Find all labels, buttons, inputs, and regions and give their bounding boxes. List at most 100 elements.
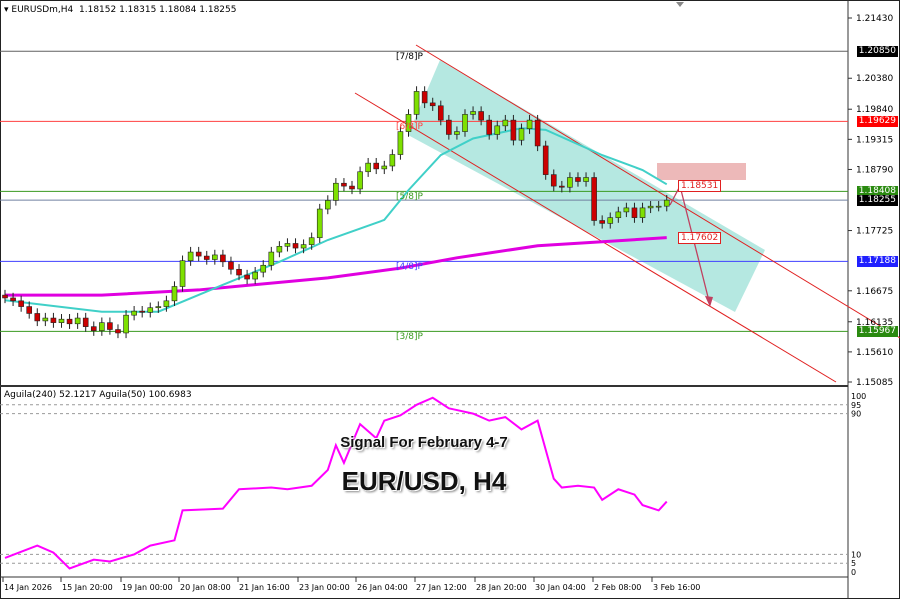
candle: [147, 307, 154, 313]
indicator-label: Aguila(240) 52.1217 Aguila(50) 100.6983: [4, 390, 192, 400]
candle: [623, 207, 630, 213]
candle: [615, 211, 622, 218]
candle: [324, 200, 331, 210]
y-tick-label: 1.21430: [856, 14, 893, 24]
x-tick-label: 26 Jan 04:00: [357, 583, 408, 592]
candle: [429, 102, 436, 107]
candle: [559, 185, 565, 188]
watermark-title: EUR/USD, H4: [341, 466, 507, 496]
candle: [268, 251, 275, 266]
candle: [107, 322, 113, 330]
watermark-subtitle: Signal For February 4-7: [340, 434, 508, 451]
candle: [42, 317, 49, 322]
fast-ma-line: [4, 127, 668, 313]
y-tick-label: 1.20380: [856, 74, 893, 84]
y-tick-label: 1.15085: [856, 378, 893, 388]
candle: [631, 207, 638, 218]
candle: [534, 119, 541, 147]
candle: [470, 111, 476, 115]
x-tick-label: 30 Jan 04:00: [535, 583, 586, 592]
x-tick-label: 28 Jan 20:00: [476, 583, 527, 592]
candle: [99, 322, 105, 331]
candle: [308, 237, 315, 245]
murrey-level-label: [6/8]P: [396, 122, 423, 133]
candle: [413, 91, 420, 115]
symbol-label: EURUSDm,H4: [11, 5, 74, 15]
indicator-level-label: 100: [851, 392, 866, 401]
price-tag: 1.15967: [856, 326, 898, 338]
candle: [10, 297, 16, 302]
candle: [220, 254, 226, 263]
channel-upper-line: [415, 44, 900, 339]
candle: [567, 177, 573, 188]
candle: [405, 114, 412, 132]
candle: [599, 220, 605, 224]
candle: [550, 174, 557, 187]
candle: [502, 119, 509, 127]
price-tag: 1.17188: [856, 256, 898, 268]
annotation-slow-ma: 1.17602: [678, 232, 722, 244]
candle: [90, 326, 97, 331]
x-tick-label: 3 Feb 16:00: [653, 583, 700, 592]
candle: [66, 318, 73, 325]
candle: [82, 317, 89, 327]
candle: [195, 251, 202, 257]
candle: [349, 185, 355, 190]
candle: [647, 205, 654, 209]
candle: [26, 306, 33, 314]
indicator-level-label: 0: [851, 568, 856, 577]
candle: [155, 306, 162, 309]
candle: [510, 119, 517, 141]
x-tick-label: 14 Jan 2026: [4, 583, 52, 592]
candle: [34, 313, 41, 322]
x-tick-label: 23 Jan 00:00: [299, 583, 350, 592]
y-tick-label: 1.16135: [856, 318, 893, 328]
murrey-level-label: [5/8]P: [396, 192, 423, 203]
candle: [74, 317, 81, 325]
x-tick-label: 20 Jan 08:00: [180, 583, 231, 592]
candle: [341, 182, 347, 187]
scroll-marker-icon[interactable]: [676, 2, 684, 7]
candle: [639, 207, 646, 218]
candle: [123, 314, 129, 334]
price-tag: 1.18255: [856, 195, 898, 207]
candle: [187, 251, 194, 261]
candle: [115, 329, 121, 334]
candle: [526, 119, 533, 130]
x-tick-label: 27 Jan 12:00: [416, 583, 467, 592]
candle: [300, 244, 307, 249]
ohlc-values: 1.18152 1.18315 1.18084 1.18255: [79, 5, 237, 15]
x-tick-label: 21 Jan 16:00: [239, 583, 290, 592]
candle: [478, 111, 484, 121]
candle: [212, 254, 218, 260]
price-tag: 1.18408: [856, 186, 898, 198]
candle: [139, 310, 145, 313]
candle: [542, 145, 549, 175]
candle: [437, 105, 444, 121]
candle: [18, 300, 24, 307]
candle: [454, 131, 460, 135]
candle: [655, 205, 662, 208]
arrow-head-icon: [705, 296, 713, 307]
y-tick-label: 1.19840: [856, 105, 893, 115]
murrey-level-label: [7/8]P: [396, 52, 423, 63]
price-tag: 1.20850: [856, 46, 898, 58]
murrey-level-label: [4/8]P: [396, 262, 423, 273]
candle: [276, 246, 283, 253]
candle: [663, 199, 670, 207]
murrey-level-label: [3/8]P: [396, 332, 423, 343]
y-tick-label: 1.18790: [856, 165, 893, 175]
candle: [203, 255, 210, 260]
candle: [50, 317, 57, 323]
candle: [518, 128, 525, 141]
candle: [462, 114, 468, 132]
indicator-level-label: 95: [851, 401, 861, 410]
candle: [486, 119, 493, 135]
candle: [373, 162, 380, 170]
y-tick-label: 1.17725: [856, 227, 893, 237]
resistance-zone: [657, 163, 746, 180]
candle: [607, 217, 614, 224]
x-tick-label: 2 Feb 08:00: [594, 583, 641, 592]
candle: [292, 243, 299, 249]
